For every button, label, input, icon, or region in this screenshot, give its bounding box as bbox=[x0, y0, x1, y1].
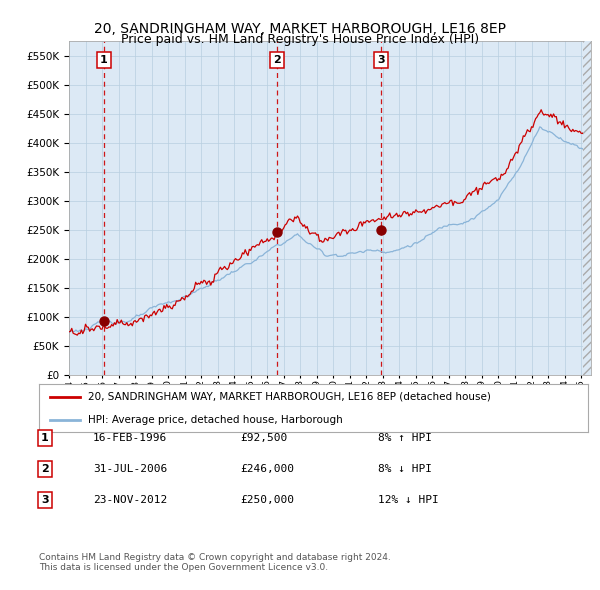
Text: 3: 3 bbox=[377, 55, 385, 65]
Text: This data is licensed under the Open Government Licence v3.0.: This data is licensed under the Open Gov… bbox=[39, 563, 328, 572]
Text: £92,500: £92,500 bbox=[240, 433, 287, 442]
Text: 8% ↑ HPI: 8% ↑ HPI bbox=[378, 433, 432, 442]
Text: 1: 1 bbox=[41, 433, 49, 442]
Text: 2: 2 bbox=[273, 55, 281, 65]
Text: £246,000: £246,000 bbox=[240, 464, 294, 474]
Text: Contains HM Land Registry data © Crown copyright and database right 2024.: Contains HM Land Registry data © Crown c… bbox=[39, 553, 391, 562]
Text: 20, SANDRINGHAM WAY, MARKET HARBOROUGH, LE16 8EP (detached house): 20, SANDRINGHAM WAY, MARKET HARBOROUGH, … bbox=[88, 392, 491, 402]
Text: 20, SANDRINGHAM WAY, MARKET HARBOROUGH, LE16 8EP: 20, SANDRINGHAM WAY, MARKET HARBOROUGH, … bbox=[94, 22, 506, 37]
Text: 16-FEB-1996: 16-FEB-1996 bbox=[93, 433, 167, 442]
Text: £250,000: £250,000 bbox=[240, 496, 294, 505]
Bar bbox=[583, 41, 593, 375]
Text: 8% ↓ HPI: 8% ↓ HPI bbox=[378, 464, 432, 474]
Text: 31-JUL-2006: 31-JUL-2006 bbox=[93, 464, 167, 474]
Text: Price paid vs. HM Land Registry's House Price Index (HPI): Price paid vs. HM Land Registry's House … bbox=[121, 33, 479, 46]
Text: 23-NOV-2012: 23-NOV-2012 bbox=[93, 496, 167, 505]
Text: HPI: Average price, detached house, Harborough: HPI: Average price, detached house, Harb… bbox=[88, 415, 343, 425]
Text: 12% ↓ HPI: 12% ↓ HPI bbox=[378, 496, 439, 505]
Text: 2: 2 bbox=[41, 464, 49, 474]
Text: 3: 3 bbox=[41, 496, 49, 505]
Text: 1: 1 bbox=[100, 55, 108, 65]
